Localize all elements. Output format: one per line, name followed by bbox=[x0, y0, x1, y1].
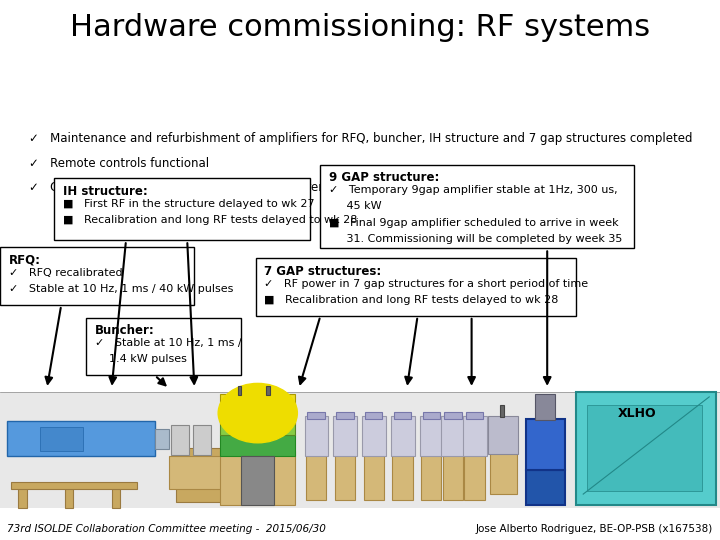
FancyBboxPatch shape bbox=[587, 405, 702, 491]
FancyBboxPatch shape bbox=[576, 392, 716, 505]
Text: ✓   RF power in 7 gap structures for a short period of time: ✓ RF power in 7 gap structures for a sho… bbox=[264, 279, 588, 289]
FancyBboxPatch shape bbox=[443, 451, 463, 500]
FancyBboxPatch shape bbox=[335, 451, 355, 500]
FancyBboxPatch shape bbox=[220, 413, 295, 435]
FancyBboxPatch shape bbox=[171, 425, 189, 455]
FancyBboxPatch shape bbox=[466, 412, 483, 418]
FancyBboxPatch shape bbox=[463, 416, 487, 456]
FancyBboxPatch shape bbox=[365, 412, 382, 418]
FancyBboxPatch shape bbox=[241, 456, 274, 505]
FancyBboxPatch shape bbox=[220, 394, 295, 424]
Text: ✓   Stable at 10 Hz, 1 ms / 40 kW pulses: ✓ Stable at 10 Hz, 1 ms / 40 kW pulses bbox=[9, 284, 233, 294]
FancyBboxPatch shape bbox=[193, 425, 211, 455]
Text: 73rd ISOLDE Collaboration Committee meeting -  2015/06/30: 73rd ISOLDE Collaboration Committee meet… bbox=[7, 523, 326, 534]
FancyBboxPatch shape bbox=[394, 412, 411, 418]
FancyBboxPatch shape bbox=[65, 483, 73, 508]
Text: ■   Recalibration and long RF tests delayed to wk 28: ■ Recalibration and long RF tests delaye… bbox=[63, 215, 357, 225]
Text: 45 kW: 45 kW bbox=[329, 201, 382, 212]
FancyBboxPatch shape bbox=[500, 405, 504, 417]
FancyBboxPatch shape bbox=[391, 416, 415, 456]
FancyBboxPatch shape bbox=[364, 451, 384, 500]
Text: ✓   Remote controls functional: ✓ Remote controls functional bbox=[29, 157, 209, 170]
Text: 31. Commissioning will be completed by week 35: 31. Commissioning will be completed by w… bbox=[329, 234, 622, 244]
FancyBboxPatch shape bbox=[176, 448, 227, 502]
FancyBboxPatch shape bbox=[488, 416, 518, 454]
FancyBboxPatch shape bbox=[0, 247, 194, 305]
FancyBboxPatch shape bbox=[238, 386, 241, 395]
Text: ■   Final 9gap amplifier scheduled to arrive in week: ■ Final 9gap amplifier scheduled to arri… bbox=[329, 218, 618, 228]
Text: 1.4 kW pulses: 1.4 kW pulses bbox=[95, 354, 187, 364]
Circle shape bbox=[218, 383, 297, 443]
FancyBboxPatch shape bbox=[54, 178, 310, 240]
FancyBboxPatch shape bbox=[444, 412, 462, 418]
Text: 9 GAP structure:: 9 GAP structure: bbox=[329, 171, 439, 184]
Text: ✓   RFQ recalibrated: ✓ RFQ recalibrated bbox=[9, 268, 122, 278]
FancyBboxPatch shape bbox=[220, 435, 295, 456]
Text: ✓   Temporary 9gap amplifier stable at 1Hz, 300 us,: ✓ Temporary 9gap amplifier stable at 1Hz… bbox=[329, 185, 618, 195]
FancyBboxPatch shape bbox=[220, 451, 295, 505]
FancyBboxPatch shape bbox=[333, 416, 357, 456]
FancyBboxPatch shape bbox=[18, 483, 27, 508]
FancyBboxPatch shape bbox=[112, 483, 120, 508]
FancyBboxPatch shape bbox=[526, 418, 565, 470]
FancyBboxPatch shape bbox=[256, 258, 576, 316]
Text: RFQ:: RFQ: bbox=[9, 254, 40, 267]
Text: ✓   Connections to the new HIE-ISOLDE RF reference line completed: ✓ Connections to the new HIE-ISOLDE RF r… bbox=[29, 181, 431, 194]
FancyBboxPatch shape bbox=[392, 451, 413, 500]
Text: ✓   Maintenance and refurbishment of amplifiers for RFQ, buncher, IH structure a: ✓ Maintenance and refurbishment of ampli… bbox=[29, 132, 693, 145]
FancyBboxPatch shape bbox=[0, 392, 720, 508]
Text: XLHO: XLHO bbox=[618, 407, 657, 420]
FancyBboxPatch shape bbox=[526, 470, 565, 505]
FancyBboxPatch shape bbox=[420, 416, 444, 456]
FancyBboxPatch shape bbox=[464, 451, 485, 500]
FancyBboxPatch shape bbox=[362, 416, 386, 456]
FancyBboxPatch shape bbox=[155, 429, 169, 449]
FancyBboxPatch shape bbox=[336, 412, 354, 418]
Text: ✓   Stable at 10 Hz, 1 ms /: ✓ Stable at 10 Hz, 1 ms / bbox=[95, 338, 242, 348]
FancyBboxPatch shape bbox=[320, 165, 634, 248]
Text: 7 GAP structures:: 7 GAP structures: bbox=[264, 265, 382, 278]
FancyBboxPatch shape bbox=[11, 482, 137, 489]
FancyBboxPatch shape bbox=[7, 421, 155, 456]
FancyBboxPatch shape bbox=[490, 451, 517, 494]
FancyBboxPatch shape bbox=[40, 427, 83, 451]
Text: ■   First RF in the structure delayed to wk 27: ■ First RF in the structure delayed to w… bbox=[63, 199, 314, 209]
Text: Jose Alberto Rodriguez, BE-OP-PSB (x167538): Jose Alberto Rodriguez, BE-OP-PSB (x1675… bbox=[475, 523, 713, 534]
FancyBboxPatch shape bbox=[266, 386, 270, 395]
FancyBboxPatch shape bbox=[441, 416, 465, 456]
FancyBboxPatch shape bbox=[535, 394, 555, 420]
FancyBboxPatch shape bbox=[421, 451, 441, 500]
Text: IH structure:: IH structure: bbox=[63, 185, 148, 198]
FancyBboxPatch shape bbox=[307, 412, 325, 418]
FancyBboxPatch shape bbox=[305, 416, 328, 456]
FancyBboxPatch shape bbox=[306, 451, 326, 500]
Text: ■   Recalibration and long RF tests delayed to wk 28: ■ Recalibration and long RF tests delaye… bbox=[264, 295, 559, 305]
Text: Hardware commissioning: RF systems: Hardware commissioning: RF systems bbox=[70, 14, 650, 43]
FancyBboxPatch shape bbox=[423, 412, 440, 418]
FancyBboxPatch shape bbox=[169, 456, 234, 489]
Text: Buncher:: Buncher: bbox=[95, 324, 155, 337]
FancyBboxPatch shape bbox=[86, 318, 241, 375]
